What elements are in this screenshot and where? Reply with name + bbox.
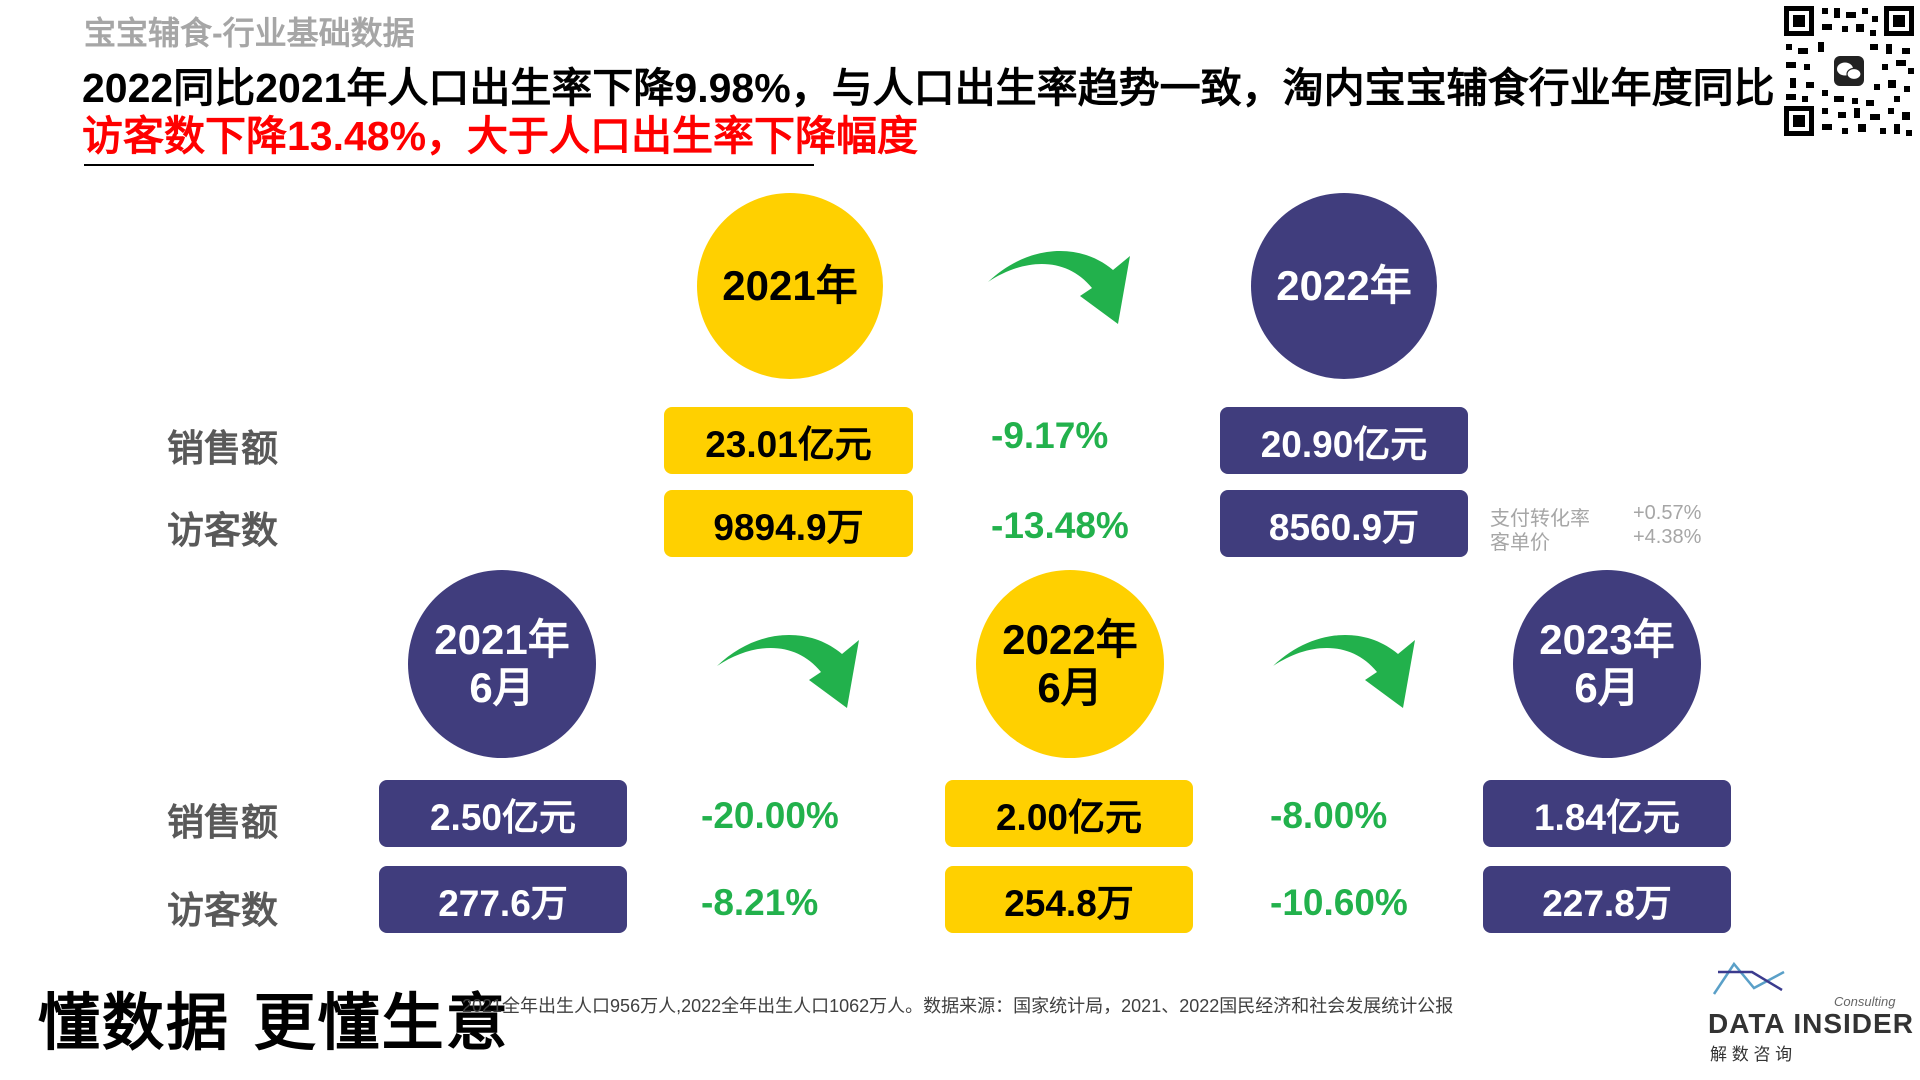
curved-arrow-icon bbox=[717, 632, 859, 708]
year-2022-circle: 2022年 bbox=[1251, 193, 1437, 379]
annual-2021-visitors: 9894.9万 bbox=[664, 490, 913, 557]
side-note-label-unit-price: 客单价 bbox=[1490, 532, 1550, 554]
year-2021-circle: 2021年 bbox=[697, 193, 883, 379]
brand-name: DATA INSIDER bbox=[1708, 1008, 1914, 1039]
annual-2022-visitors: 8560.9万 bbox=[1220, 490, 1468, 557]
curved-arrow-icon bbox=[1273, 632, 1415, 708]
annual-sales-change: -9.17% bbox=[991, 415, 1109, 456]
june-2023-sales: 1.84亿元 bbox=[1483, 780, 1731, 847]
headline-line-1: 2022同比2021年人口出生率下降9.98%，与人口出生率趋势一致，淘内宝宝辅… bbox=[82, 65, 1775, 111]
june-visitors-label: 访客数 bbox=[167, 890, 278, 931]
header-divider bbox=[84, 164, 814, 166]
curved-arrow-icon bbox=[988, 248, 1130, 324]
annual-2022-sales: 20.90亿元 bbox=[1220, 407, 1468, 474]
side-note-value-unit-price: +4.38% bbox=[1633, 526, 1702, 548]
june-2022-sales-change: -20.00% bbox=[701, 795, 839, 836]
annual-2021-sales: 23.01亿元 bbox=[664, 407, 913, 474]
section-subtitle: 宝宝辅食-行业基础数据 bbox=[84, 15, 415, 51]
june-2021-circle: 2021年 6月 bbox=[408, 570, 596, 758]
june-2022-circle: 2022年 6月 bbox=[976, 570, 1164, 758]
june-2023-circle: 2023年 6月 bbox=[1513, 570, 1701, 758]
qr-code-icon bbox=[1782, 4, 1916, 138]
annual-visitors-change: -13.48% bbox=[991, 505, 1129, 546]
june-2022-visitors-change: -8.21% bbox=[701, 882, 819, 923]
side-note-label-conversion: 支付转化率 bbox=[1490, 508, 1590, 530]
june-2023-sales-change: -8.00% bbox=[1270, 795, 1388, 836]
headline-line-2: 访客数下降13.48%，大于人口出生率下降幅度 bbox=[82, 113, 919, 159]
june-2022-visitors: 254.8万 bbox=[945, 866, 1193, 933]
june-2022-sales: 2.00亿元 bbox=[945, 780, 1193, 847]
june-2023-visitors-change: -10.60% bbox=[1270, 882, 1408, 923]
june-2021-sales: 2.50亿元 bbox=[379, 780, 627, 847]
data-insider-logo: Consulting DATA INSIDER 解 数 咨 询 bbox=[1708, 958, 1913, 1064]
annual-visitors-label: 访客数 bbox=[167, 510, 278, 551]
june-sales-label: 销售额 bbox=[167, 802, 278, 843]
brand-tag: Consulting bbox=[1834, 994, 1896, 1009]
brand-cn: 解 数 咨 询 bbox=[1710, 1045, 1793, 1064]
annual-sales-label: 销售额 bbox=[167, 428, 278, 469]
side-note-value-conversion: +0.57% bbox=[1633, 502, 1702, 524]
june-2021-visitors: 277.6万 bbox=[379, 866, 627, 933]
june-2023-visitors: 227.8万 bbox=[1483, 866, 1731, 933]
data-source-note: 2021全年出生人口956万人,2022全年出生人口1062万人。数据来源：国家… bbox=[462, 996, 1454, 1016]
logo-mark-icon bbox=[1712, 961, 1785, 995]
slogan: 懂数据 更懂生意 bbox=[38, 986, 510, 1059]
